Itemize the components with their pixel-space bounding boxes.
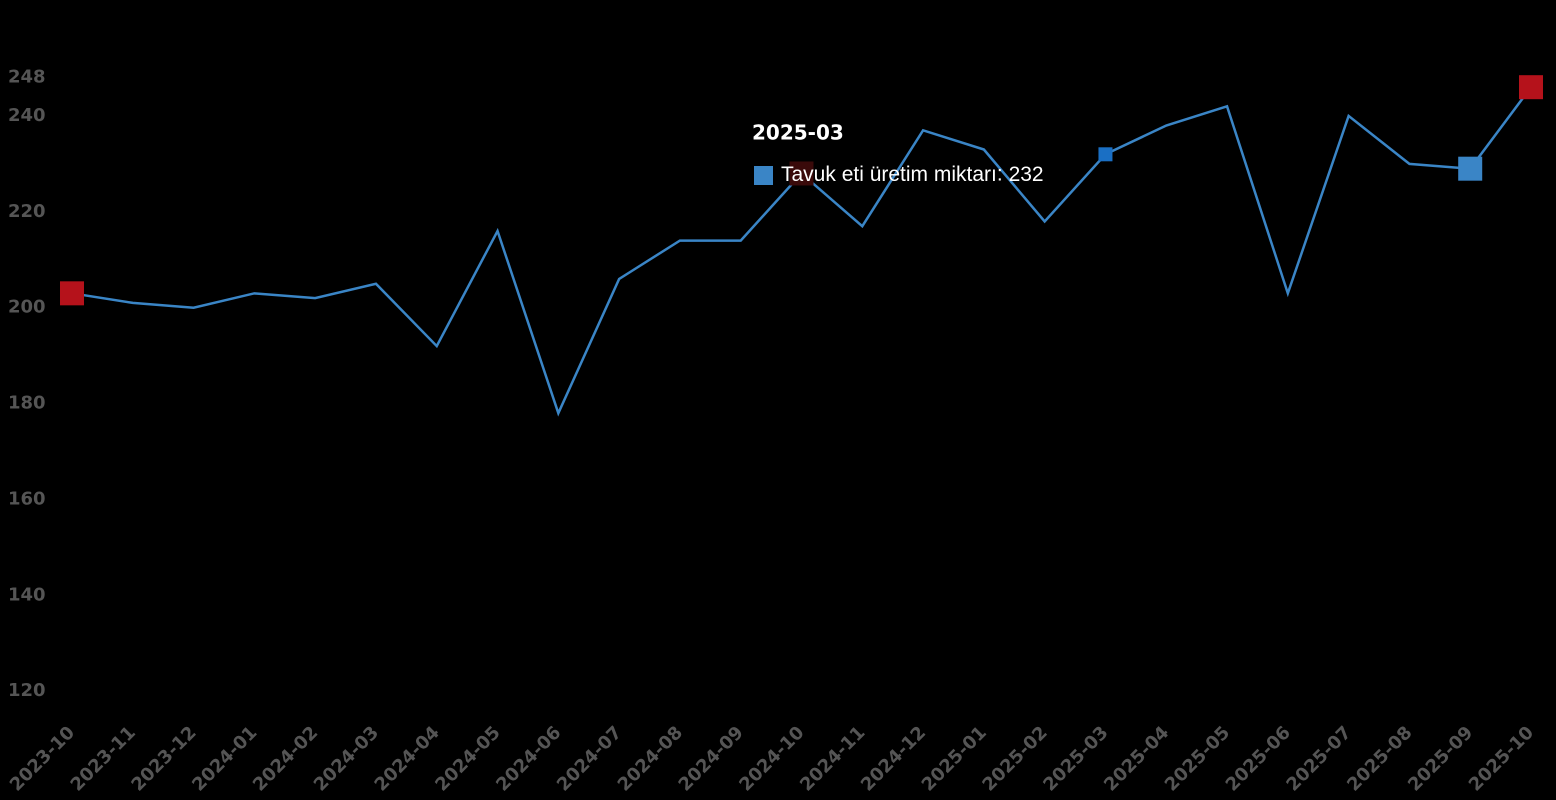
y-tick-label: 248 (8, 67, 46, 88)
tooltip-series: Tavuk eti üretim miktarı (781, 163, 997, 186)
y-tick-label: 200 (8, 297, 46, 318)
point-marker (1519, 75, 1543, 100)
y-tick-label: 240 (8, 105, 46, 126)
y-tick-label: 160 (8, 488, 46, 509)
point-marker (60, 281, 84, 306)
tooltip-swatch (754, 166, 773, 185)
tooltip: 2025-03 Tavuk eti üretim miktarı: 232 (752, 121, 1044, 186)
tooltip-title: 2025-03 (752, 121, 844, 145)
point-marker (1458, 156, 1483, 181)
active-point (1098, 147, 1113, 162)
y-tick-label: 180 (8, 393, 46, 414)
tooltip-text: Tavuk eti üretim miktarı: 232 (781, 163, 1044, 186)
y-tick-label: 140 (8, 584, 46, 605)
y-tick-label: 120 (8, 680, 46, 701)
point-marker (789, 161, 814, 186)
tooltip-value: 232 (1009, 163, 1044, 186)
y-tick-label: 220 (8, 201, 46, 222)
